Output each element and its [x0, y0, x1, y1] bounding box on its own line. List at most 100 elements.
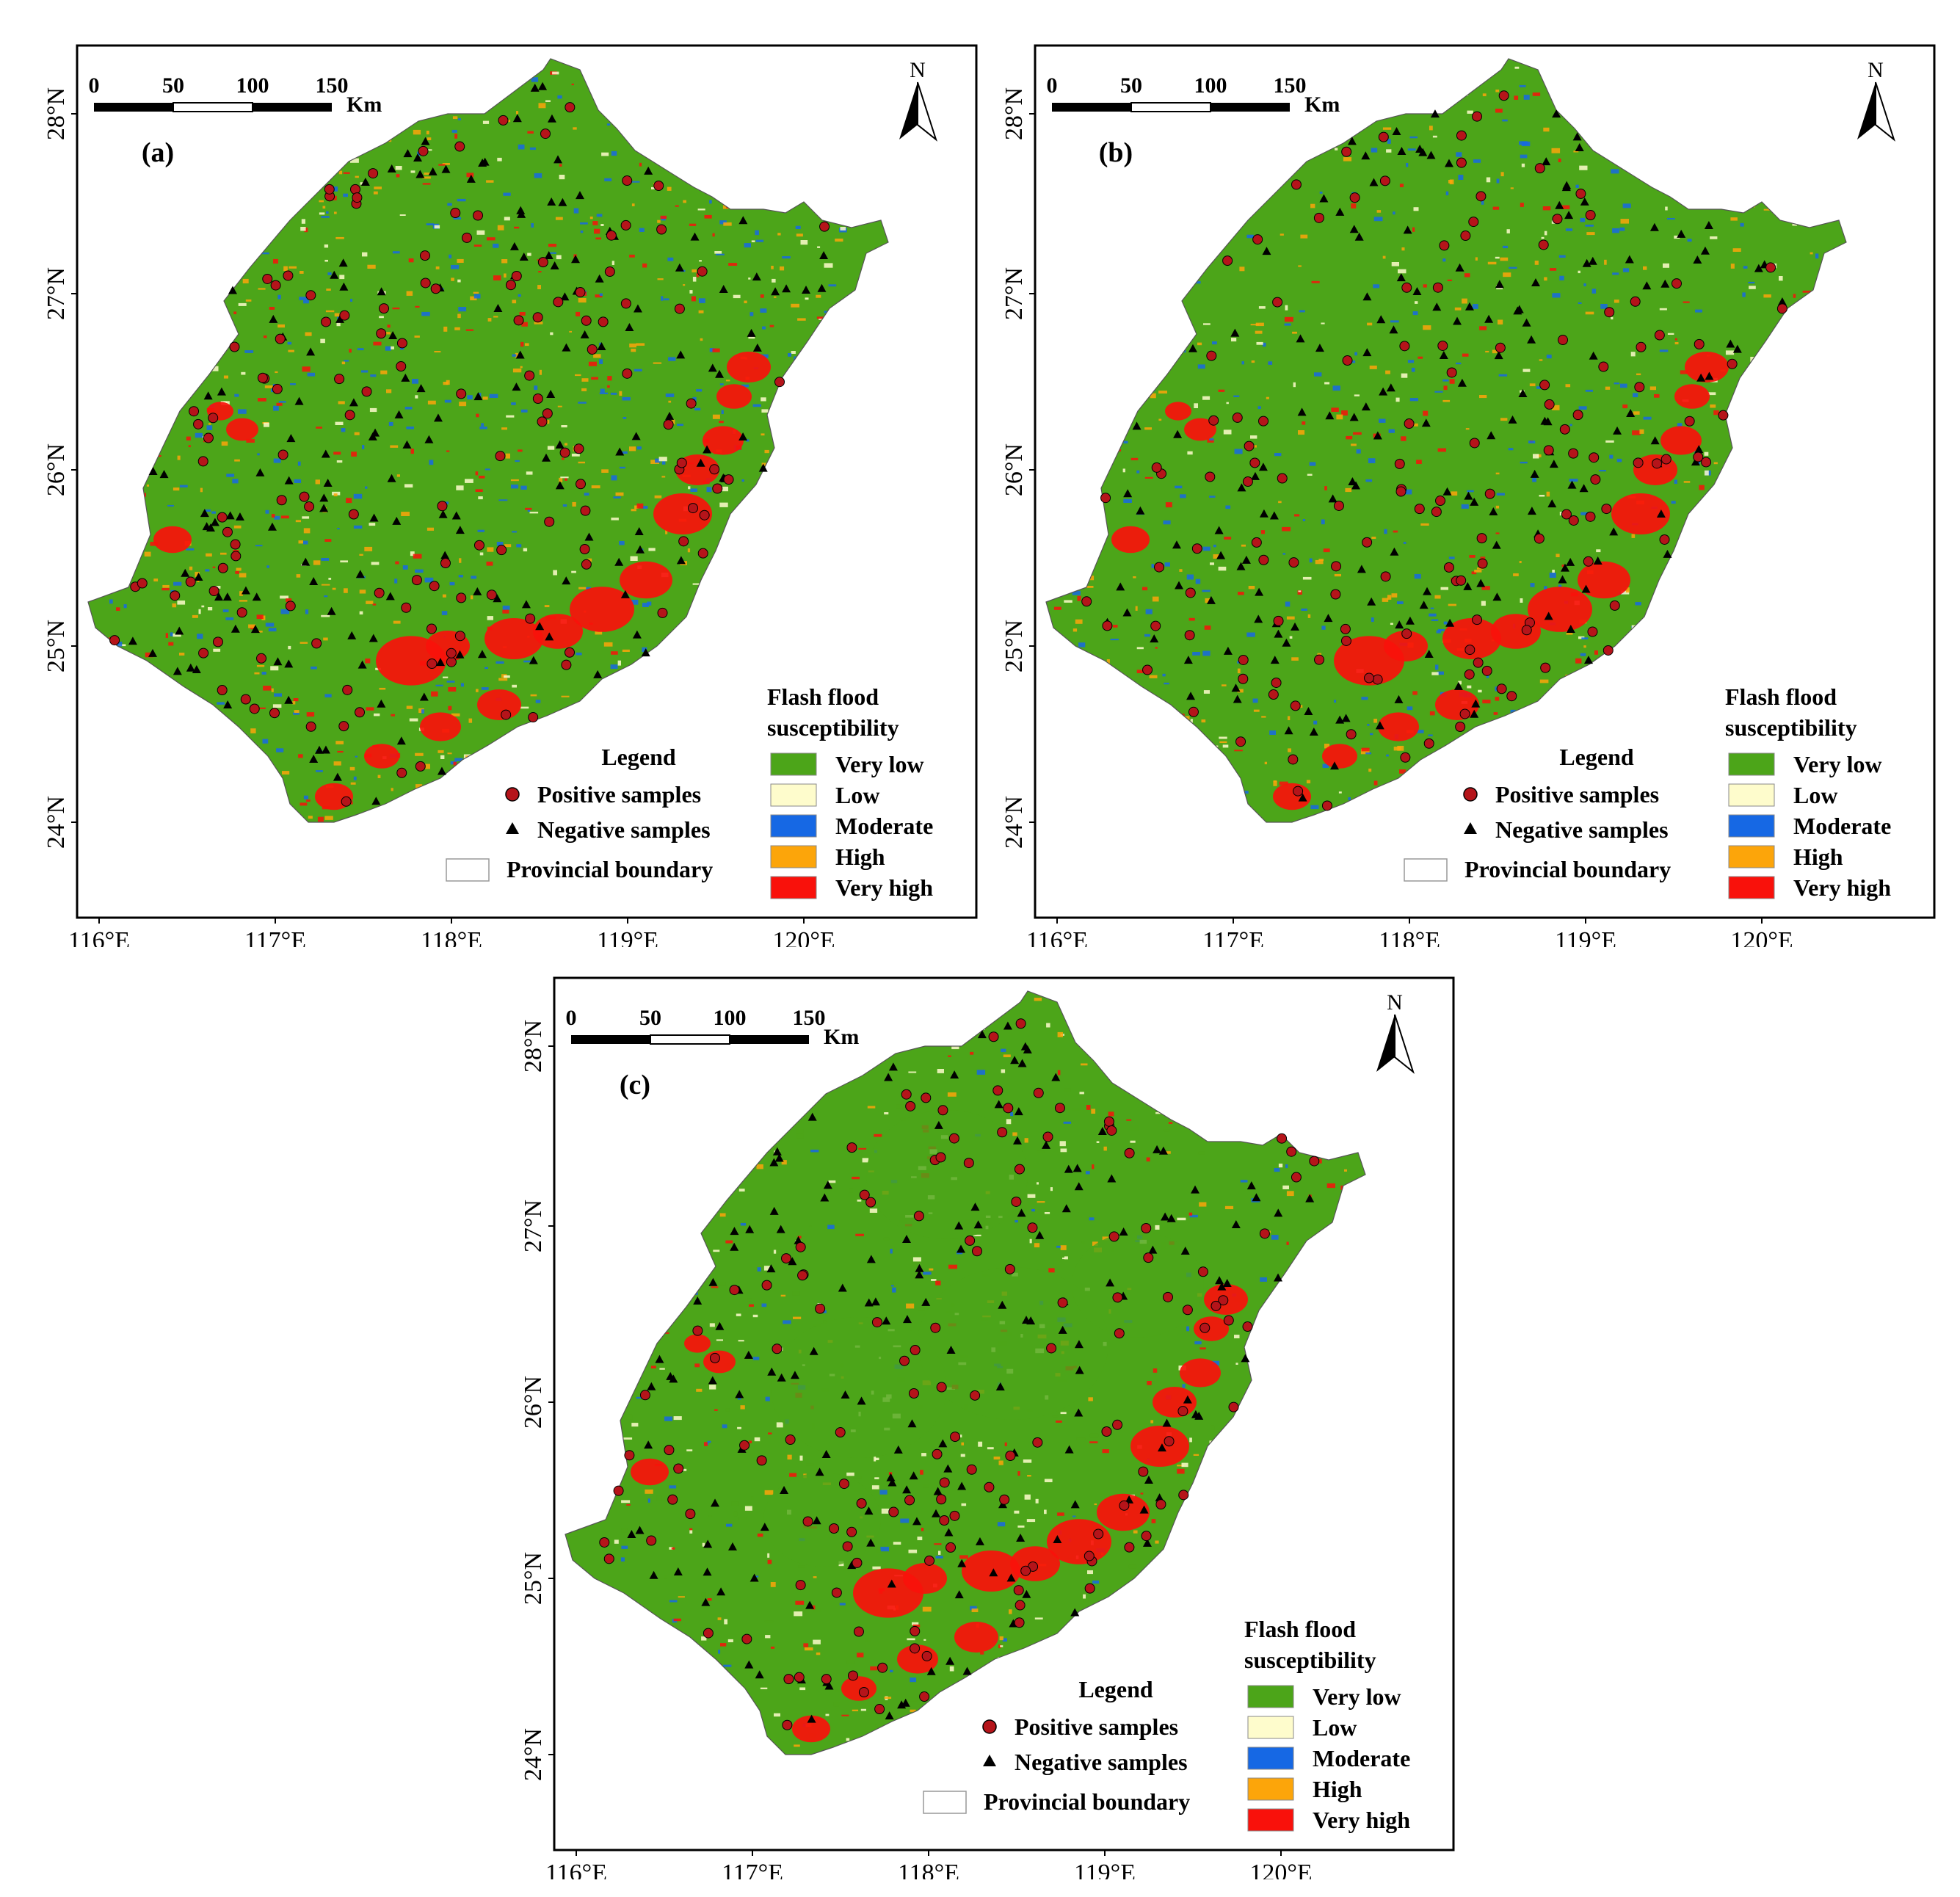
positive-sample-marker — [1162, 1291, 1173, 1302]
positive-sample-marker — [1533, 533, 1545, 544]
positive-sample-marker — [1003, 1103, 1014, 1114]
positive-sample-marker — [501, 709, 512, 720]
positive-sample-marker — [1252, 234, 1263, 245]
negative-sample-marker — [148, 648, 157, 657]
negative-sample-marker — [1351, 481, 1361, 490]
negative-sample-marker — [1583, 656, 1593, 664]
positive-sample-marker — [877, 1662, 888, 1673]
negative-sample-marker — [1531, 278, 1540, 286]
positive-sample-marker — [831, 1587, 842, 1598]
positive-sample-marker — [756, 1455, 767, 1466]
negative-sample-marker — [294, 396, 304, 405]
negative-sample-marker — [946, 1346, 956, 1354]
positive-sample-marker — [1244, 440, 1255, 451]
positive-sample-marker — [620, 298, 631, 309]
positive-sample-marker — [304, 501, 315, 512]
x-tick-label: 117°E — [722, 1860, 783, 1879]
positive-sample-marker — [838, 1479, 849, 1490]
negative-sample-marker — [231, 624, 240, 633]
positive-sample-marker — [418, 145, 429, 156]
positive-sample-marker — [229, 341, 240, 352]
susceptibility-title-line2: susceptibility — [767, 714, 899, 741]
negative-sample-marker — [1139, 1505, 1149, 1514]
negative-sample-marker — [711, 1498, 720, 1507]
positive-sample-marker — [795, 1580, 806, 1591]
positive-sample-marker — [1222, 255, 1233, 266]
positive-sample-marker — [396, 767, 407, 778]
positive-sample-marker — [361, 386, 372, 397]
negative-sample-marker — [1020, 1042, 1030, 1051]
positive-sample-marker — [437, 501, 448, 512]
susceptibility-swatch — [1728, 752, 1775, 776]
negative-sample-marker — [1329, 761, 1339, 770]
positive-legend-icon — [505, 787, 520, 802]
positive-sample-marker — [997, 1127, 1008, 1138]
positive-sample-marker — [1659, 534, 1670, 545]
susceptibility-swatch — [1728, 783, 1775, 807]
negative-sample-marker — [192, 665, 201, 674]
positive-sample-marker — [905, 1100, 916, 1111]
negative-sample-marker — [394, 410, 404, 418]
negative-sample-marker — [1296, 334, 1305, 343]
positive-sample-marker — [1184, 630, 1195, 641]
positive-sample-marker — [709, 464, 720, 475]
positive-sample-marker — [1476, 191, 1487, 202]
positive-sample-marker — [1046, 1343, 1057, 1354]
negative-sample-marker — [1348, 476, 1357, 485]
positive-sample-marker — [1473, 657, 1484, 668]
negative-sample-marker — [515, 350, 525, 359]
positive-sample-marker — [193, 418, 204, 429]
negative-sample-marker — [1014, 1107, 1023, 1116]
positive-sample-marker — [965, 1235, 976, 1246]
susceptibility-title-line2: susceptibility — [1244, 1647, 1376, 1673]
negative-sample-marker — [225, 511, 235, 520]
negative-sample-marker — [1564, 211, 1574, 220]
negative-sample-marker — [228, 286, 237, 294]
positive-sample-marker — [1693, 451, 1704, 463]
y-tick-label: 28°N — [43, 87, 70, 140]
negative-sample-marker — [769, 1158, 779, 1167]
negative-sample-marker — [758, 463, 768, 472]
positive-sample-marker — [137, 578, 148, 589]
negative-sample-marker — [767, 1367, 777, 1376]
negative-sample-marker — [1575, 142, 1584, 151]
negative-sample-marker — [553, 155, 563, 164]
x-tick-label: 116°E — [68, 927, 130, 947]
boundary-legend-label: Provincial boundary — [1464, 856, 1671, 882]
negative-sample-marker — [512, 114, 522, 123]
positive-sample-marker — [910, 1345, 921, 1356]
negative-sample-marker — [1572, 132, 1582, 141]
negative-sample-marker — [715, 1321, 725, 1330]
negative-sample-marker — [1580, 197, 1589, 206]
positive-sample-marker — [1235, 736, 1246, 747]
negative-sample-marker — [385, 592, 395, 601]
negative-sample-marker — [512, 382, 521, 391]
positive-sample-marker — [598, 316, 609, 327]
susceptibility-title-line1: Flash flood — [1244, 1616, 1356, 1642]
negative-sample-marker — [1527, 507, 1536, 515]
negative-sample-marker — [440, 551, 450, 559]
negative-sample-marker — [615, 447, 625, 456]
positive-sample-marker — [1112, 1419, 1123, 1430]
negative-sample-marker — [864, 1298, 874, 1307]
positive-sample-marker — [415, 761, 426, 772]
positive-sample-marker — [283, 270, 294, 281]
negative-sample-marker — [1362, 292, 1372, 301]
negative-sample-marker — [455, 526, 465, 534]
negative-sample-marker — [771, 287, 780, 296]
positive-sample-marker — [1271, 677, 1282, 688]
negative-sample-marker — [1297, 407, 1307, 416]
negative-sample-marker — [882, 1316, 891, 1325]
susceptibility-class-label: Moderate — [835, 813, 933, 839]
positive-sample-marker — [859, 1189, 870, 1200]
scale-tick-label: 0 — [1047, 73, 1058, 98]
negative-sample-marker — [954, 1221, 964, 1230]
negative-sample-marker — [693, 1296, 703, 1305]
positive-sample-marker — [729, 1285, 740, 1296]
positive-sample-marker — [1506, 691, 1517, 702]
positive-sample-marker — [1150, 620, 1161, 631]
negative-sample-marker — [1625, 255, 1634, 264]
positive-sample-marker — [446, 656, 457, 667]
positive-sample-marker — [1496, 683, 1507, 694]
